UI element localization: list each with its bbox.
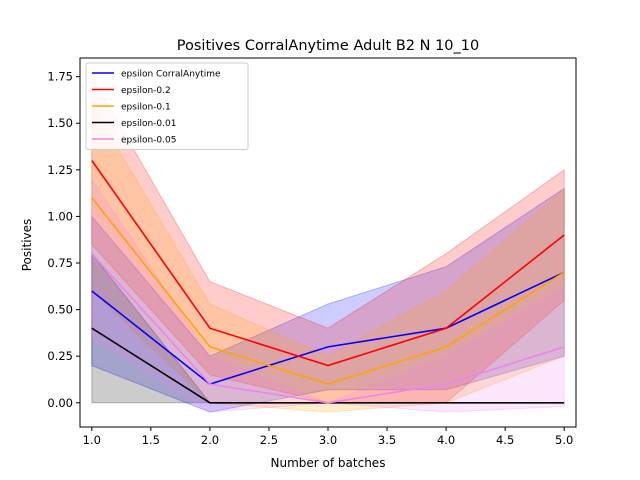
y-tick-label: 0.75 <box>47 256 73 270</box>
x-tick-label: 5.0 <box>555 433 573 447</box>
line-series-4 <box>91 253 565 404</box>
x-tick-label: 3.5 <box>378 433 396 447</box>
x-tick-label: 2.0 <box>201 433 219 447</box>
legend-entry: epsilon-0.01 <box>121 119 176 129</box>
line-series-1 <box>91 160 565 367</box>
y-tick-label: 0.50 <box>47 303 73 317</box>
band-series-1 <box>91 74 565 404</box>
band-series-0 <box>91 187 565 413</box>
series-lines <box>91 160 565 404</box>
x-tick-label: 4.0 <box>437 433 455 447</box>
legend: epsilon CorralAnytime epsilon-0.2 epsilon-… <box>85 62 249 150</box>
band-series-4 <box>91 177 565 413</box>
x-tick-label: 1.0 <box>83 433 101 447</box>
y-tick-label: 0.25 <box>47 349 73 363</box>
legend-entry: epsilon-0.1 <box>121 103 171 113</box>
x-tick-label: 4.5 <box>496 433 514 447</box>
confidence-bands <box>91 74 565 413</box>
y-tick-label: 0.00 <box>47 396 73 410</box>
y-tick-label: 1.75 <box>47 70 73 84</box>
y-axis-label: Positives <box>20 219 34 272</box>
y-tick-label: 1.50 <box>47 116 73 130</box>
x-axis: 1.0 1.5 2.0 2.5 3.0 3.5 4.0 4.5 5.0 <box>83 427 573 447</box>
x-tick-label: 3.0 <box>319 433 337 447</box>
x-tick-label: 1.5 <box>142 433 160 447</box>
legend-entry: epsilon-0.05 <box>121 136 176 146</box>
line-series-2 <box>91 197 565 385</box>
y-axis: 0.00 0.25 0.50 0.75 1.00 1.25 1.50 1.75 <box>47 70 80 410</box>
y-tick-label: 1.25 <box>47 163 73 177</box>
chart-title: Positives CorralAnytime Adult B2 N 10_10 <box>177 38 479 54</box>
legend-entry: epsilon CorralAnytime <box>121 70 221 80</box>
legend-entry: epsilon-0.2 <box>121 86 171 96</box>
legend-box <box>85 62 249 150</box>
line-series-0 <box>91 271 565 386</box>
x-axis-label: Number of batches <box>271 456 386 470</box>
band-series-2 <box>91 102 565 413</box>
y-tick-label: 1.00 <box>47 209 73 223</box>
x-tick-label: 2.5 <box>260 433 278 447</box>
